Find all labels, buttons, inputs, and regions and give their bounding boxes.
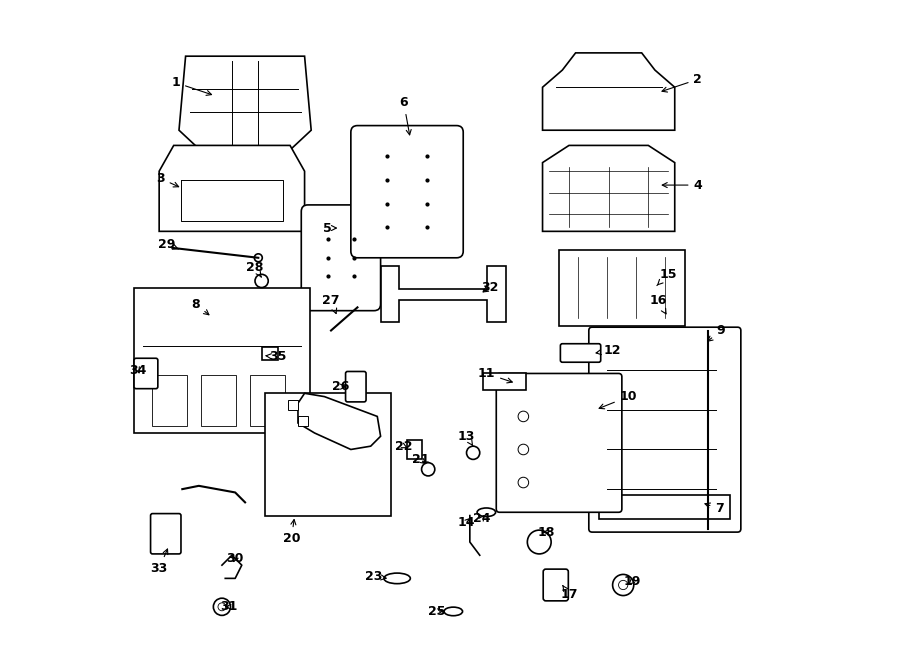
Text: 24: 24 (473, 512, 491, 525)
Text: 8: 8 (191, 297, 209, 315)
FancyBboxPatch shape (302, 205, 381, 311)
Circle shape (613, 574, 634, 596)
Text: 4: 4 (662, 178, 702, 192)
Text: 31: 31 (220, 600, 238, 613)
Bar (201, 375, 236, 426)
Circle shape (518, 444, 528, 455)
PathPatch shape (298, 393, 381, 449)
Text: 33: 33 (150, 549, 167, 575)
Bar (559, 250, 685, 326)
Bar (250, 375, 285, 426)
FancyBboxPatch shape (351, 126, 464, 258)
Text: 14: 14 (458, 516, 475, 529)
Circle shape (527, 530, 551, 554)
PathPatch shape (179, 56, 311, 149)
Bar (483, 373, 526, 390)
Circle shape (255, 274, 268, 288)
Text: 6: 6 (400, 96, 411, 135)
Text: 5: 5 (323, 221, 337, 235)
FancyBboxPatch shape (150, 514, 181, 554)
PathPatch shape (543, 145, 675, 231)
Text: 29: 29 (158, 238, 178, 251)
Text: 32: 32 (481, 281, 499, 294)
FancyBboxPatch shape (346, 371, 366, 402)
Text: 30: 30 (227, 552, 244, 565)
Text: 13: 13 (458, 430, 475, 446)
Text: 9: 9 (707, 324, 725, 341)
Bar (298, 416, 308, 426)
Text: 27: 27 (322, 294, 340, 313)
Text: 25: 25 (428, 605, 446, 618)
Text: 8: 8 (219, 358, 226, 369)
Ellipse shape (444, 607, 463, 616)
Text: 34: 34 (130, 364, 147, 377)
FancyBboxPatch shape (134, 358, 158, 389)
Ellipse shape (477, 508, 496, 517)
Bar (407, 440, 421, 459)
FancyBboxPatch shape (544, 569, 568, 601)
PathPatch shape (543, 53, 675, 130)
Text: 35: 35 (266, 350, 287, 364)
Text: 28: 28 (247, 261, 264, 277)
Bar (265, 393, 391, 516)
Circle shape (421, 463, 435, 476)
Circle shape (518, 477, 528, 488)
Text: 26: 26 (332, 380, 349, 393)
Circle shape (213, 598, 230, 615)
Circle shape (255, 254, 262, 262)
Text: 3: 3 (157, 172, 178, 187)
Text: 7: 7 (705, 502, 725, 516)
Ellipse shape (384, 573, 410, 584)
Text: 2: 2 (662, 73, 702, 92)
Bar (152, 375, 187, 426)
PathPatch shape (159, 145, 304, 231)
Text: 10: 10 (599, 390, 637, 408)
FancyBboxPatch shape (589, 327, 741, 532)
Bar (288, 400, 298, 410)
Text: 17: 17 (560, 586, 578, 602)
Circle shape (466, 446, 480, 459)
FancyBboxPatch shape (561, 344, 600, 362)
Text: 18: 18 (537, 525, 554, 539)
Bar (599, 495, 730, 519)
Circle shape (518, 411, 528, 422)
FancyBboxPatch shape (496, 373, 622, 512)
Text: 22: 22 (395, 440, 412, 453)
Text: 19: 19 (623, 575, 641, 588)
Text: 20: 20 (283, 520, 300, 545)
Text: 15: 15 (657, 268, 677, 286)
Text: 23: 23 (365, 570, 386, 583)
Bar (262, 347, 278, 360)
Text: 12: 12 (596, 344, 621, 357)
Text: 1: 1 (171, 76, 212, 95)
Bar (134, 288, 310, 433)
Circle shape (218, 603, 226, 611)
Text: 21: 21 (411, 453, 429, 466)
Circle shape (618, 580, 628, 590)
PathPatch shape (381, 266, 506, 322)
Text: 16: 16 (650, 294, 667, 314)
Text: 11: 11 (478, 367, 512, 383)
